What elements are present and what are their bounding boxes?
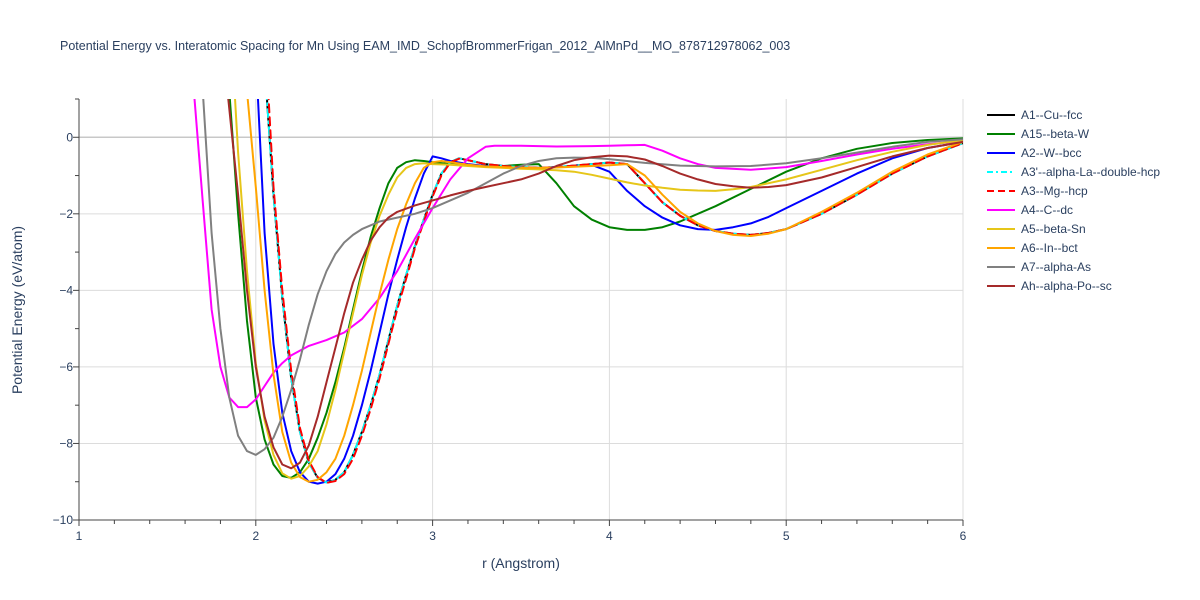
y-tick-label: −6 bbox=[59, 360, 73, 374]
legend-item-label[interactable]: A2--W--bcc bbox=[1021, 146, 1081, 160]
y-tick-label: −2 bbox=[59, 207, 73, 221]
series-line-7 bbox=[246, 99, 963, 483]
series-line-1 bbox=[228, 99, 963, 479]
legend-item-label[interactable]: Ah--alpha-Po--sc bbox=[1021, 279, 1112, 293]
series-line-8 bbox=[202, 99, 963, 456]
legend-item-label[interactable]: A5--beta-Sn bbox=[1021, 222, 1086, 236]
series-line-5 bbox=[193, 99, 963, 409]
x-tick-label: 5 bbox=[783, 529, 790, 543]
x-tick-label: 6 bbox=[960, 529, 967, 543]
legend-item-label[interactable]: A4--C--dc bbox=[1021, 203, 1073, 217]
legend-item-label[interactable]: A3--Mg--hcp bbox=[1021, 184, 1088, 198]
x-tick-label: 4 bbox=[606, 529, 613, 543]
y-tick-label: −4 bbox=[59, 283, 73, 297]
y-tick-label: −10 bbox=[53, 513, 74, 527]
series-line-3 bbox=[265, 99, 963, 484]
x-axis-label: r (Angstrom) bbox=[482, 555, 560, 571]
legend-item-label[interactable]: A7--alpha-As bbox=[1021, 260, 1091, 274]
legend-item-label[interactable]: A1--Cu--fcc bbox=[1021, 108, 1082, 122]
series-line-9 bbox=[227, 99, 963, 470]
x-tick-label: 1 bbox=[76, 529, 83, 543]
legend-item-label[interactable]: A3'--alpha-La--double-hcp bbox=[1021, 165, 1160, 179]
legend: A1--Cu--fcc A15--beta-W A2--W--bcc A3'--alp… bbox=[987, 108, 1160, 293]
legend-item-label[interactable]: A15--beta-W bbox=[1021, 127, 1090, 141]
axes: 1 2 3 4 5 6 −10 −8 −6 −4 −2 0 bbox=[53, 98, 967, 543]
series-line-4 bbox=[267, 99, 963, 484]
y-axis-label: Potential Energy (eV/atom) bbox=[9, 226, 25, 394]
x-tick-label: 2 bbox=[252, 529, 259, 543]
legend-item-label[interactable]: A6--In--bct bbox=[1021, 241, 1078, 255]
x-tick-label: 3 bbox=[429, 529, 436, 543]
series-lines bbox=[193, 99, 963, 485]
chart-title: Potential Energy vs. Interatomic Spacing… bbox=[60, 39, 790, 53]
y-tick-label: −8 bbox=[59, 436, 73, 450]
series-line-0 bbox=[265, 99, 963, 484]
y-tick-label: 0 bbox=[66, 130, 73, 144]
